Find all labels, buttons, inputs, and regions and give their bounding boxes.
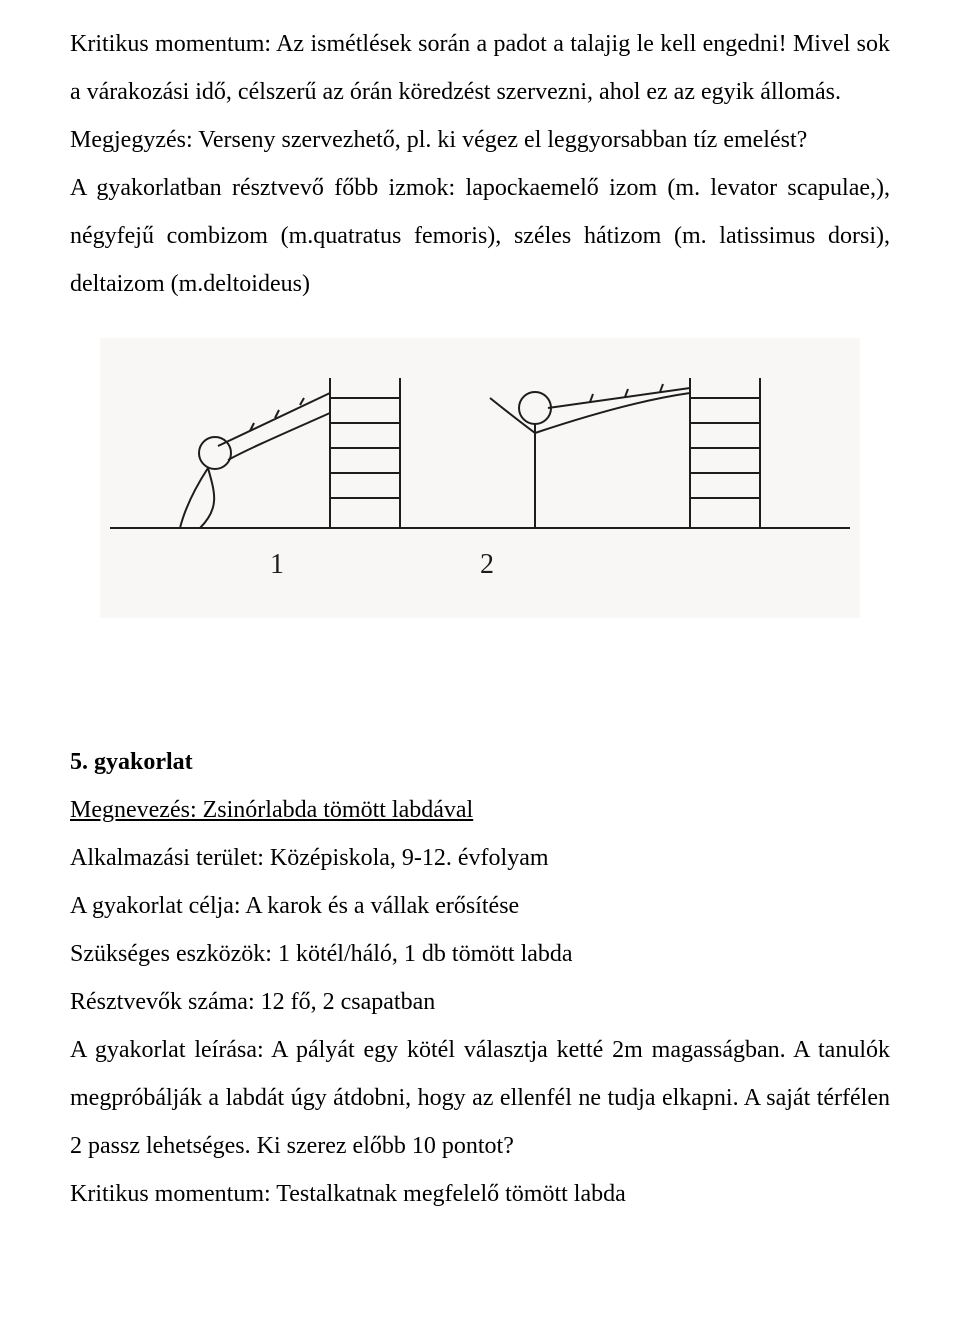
exercise-name-text: Megnevezés: Zsinórlabda tömött labdával bbox=[70, 797, 473, 823]
exercise-participants: Résztvevők száma: 12 fő, 2 csapatban bbox=[70, 978, 890, 1026]
paragraph-izmok: A gyakorlatban résztvevő főbb izmok: lap… bbox=[70, 164, 890, 308]
exercise-equipment: Szükséges eszközök: 1 kötél/háló, 1 db t… bbox=[70, 930, 890, 978]
paragraph-megjegyzes: Megjegyzés: Verseny szervezhető, pl. ki … bbox=[70, 116, 890, 164]
exercise-name: Megnevezés: Zsinórlabda tömött labdával bbox=[70, 786, 890, 834]
paragraph-kritikus: Kritikus momentum: Az ismétlések során a… bbox=[70, 20, 890, 116]
exercise-description: A gyakorlat leírása: A pályát egy kötél … bbox=[70, 1026, 890, 1170]
exercise-goal: A gyakorlat célja: A karok és a vállak e… bbox=[70, 882, 890, 930]
figure-label-2: 2 bbox=[480, 549, 494, 580]
exercise-critical: Kritikus momentum: Testalkatnak megfelel… bbox=[70, 1170, 890, 1218]
figure-label-1: 1 bbox=[270, 549, 284, 580]
exercise-area: Alkalmazási terület: Középiskola, 9-12. … bbox=[70, 834, 890, 882]
exercise-illustration: 1 2 bbox=[70, 338, 890, 618]
exercise-heading: 5. gyakorlat bbox=[70, 738, 890, 786]
